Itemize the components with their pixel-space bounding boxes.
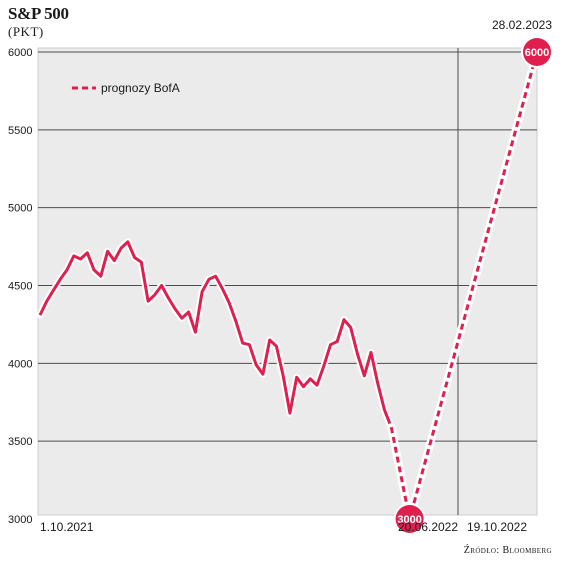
y-tick-label: 3000 [8,514,32,526]
y-tick-label: 3500 [8,436,32,448]
legend-label: prognozy BofA [101,81,180,95]
data-markers: 3000 6000 [393,36,553,535]
data-label: 6000 [525,47,549,59]
legend: prognozy BofA [72,81,180,95]
y-axis-ticks: 3000 3500 4000 4500 5000 5500 6000 [8,47,32,526]
data-label: 3000 [397,514,421,526]
y-tick-label: 4500 [8,281,32,293]
data-marker [523,38,551,66]
y-tick-label: 5000 [8,203,32,215]
x-tick-label: 19.10.2022 [467,520,527,534]
sp500-line [38,240,393,428]
chart-title: S&P 500 [8,4,69,23]
y-tick-label: 6000 [8,47,32,59]
top-date-label: 28.02.2023 [492,18,552,32]
x-tick-label: 1.10.2021 [40,520,94,534]
x-tick-label: 20.06.2022 [398,520,458,534]
plot-background [37,47,538,516]
y-tick-label: 5500 [8,125,32,137]
data-marker [395,505,424,533]
source-note: Źródło: Bloomberg [463,545,552,556]
y-tick-label: 4000 [8,358,32,370]
chart-subtitle: (PKT) [8,24,44,39]
